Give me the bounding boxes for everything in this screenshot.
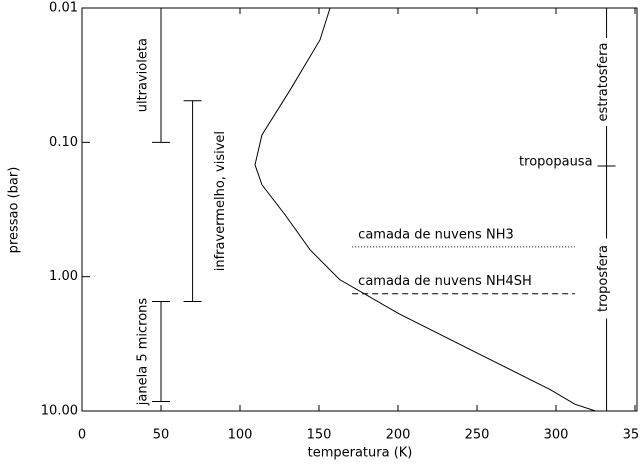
range-label: infravermelho, visivel [213, 131, 228, 271]
x-tick-label: 300 [544, 428, 569, 443]
y-tick-label: 0.10 [49, 135, 78, 150]
lower-layer-label: troposfera [596, 245, 611, 312]
range-label: ultravioleta [136, 38, 151, 112]
range-label: janela 5 microns [136, 298, 151, 407]
y-tick-label: 0.01 [49, 1, 78, 16]
profile-line [254, 7, 596, 412]
x-tick-label: 350 [623, 428, 640, 443]
tropopause-label: tropopausa [519, 154, 593, 169]
x-tick-label: 100 [228, 428, 253, 443]
x-tick-label: 200 [386, 428, 411, 443]
y-tick-label: 1.00 [49, 269, 78, 284]
cloud-label: camada de nuvens NH4SH [358, 274, 532, 289]
y-axis-label: pressao (bar) [7, 167, 22, 254]
x-tick-label: 50 [153, 428, 170, 443]
x-tick-label: 150 [307, 428, 332, 443]
upper-layer-label: estratosfera [596, 43, 611, 122]
x-tick-label: 0 [78, 428, 86, 443]
label-bg [598, 37, 615, 126]
label-bg [598, 238, 615, 319]
y-tick-label: 10.00 [41, 404, 78, 419]
cloud-label: camada de nuvens NH3 [358, 227, 514, 242]
x-tick-label: 250 [465, 428, 490, 443]
x-axis-label: temperatura (K) [308, 446, 413, 461]
plot-frame [81, 7, 638, 412]
